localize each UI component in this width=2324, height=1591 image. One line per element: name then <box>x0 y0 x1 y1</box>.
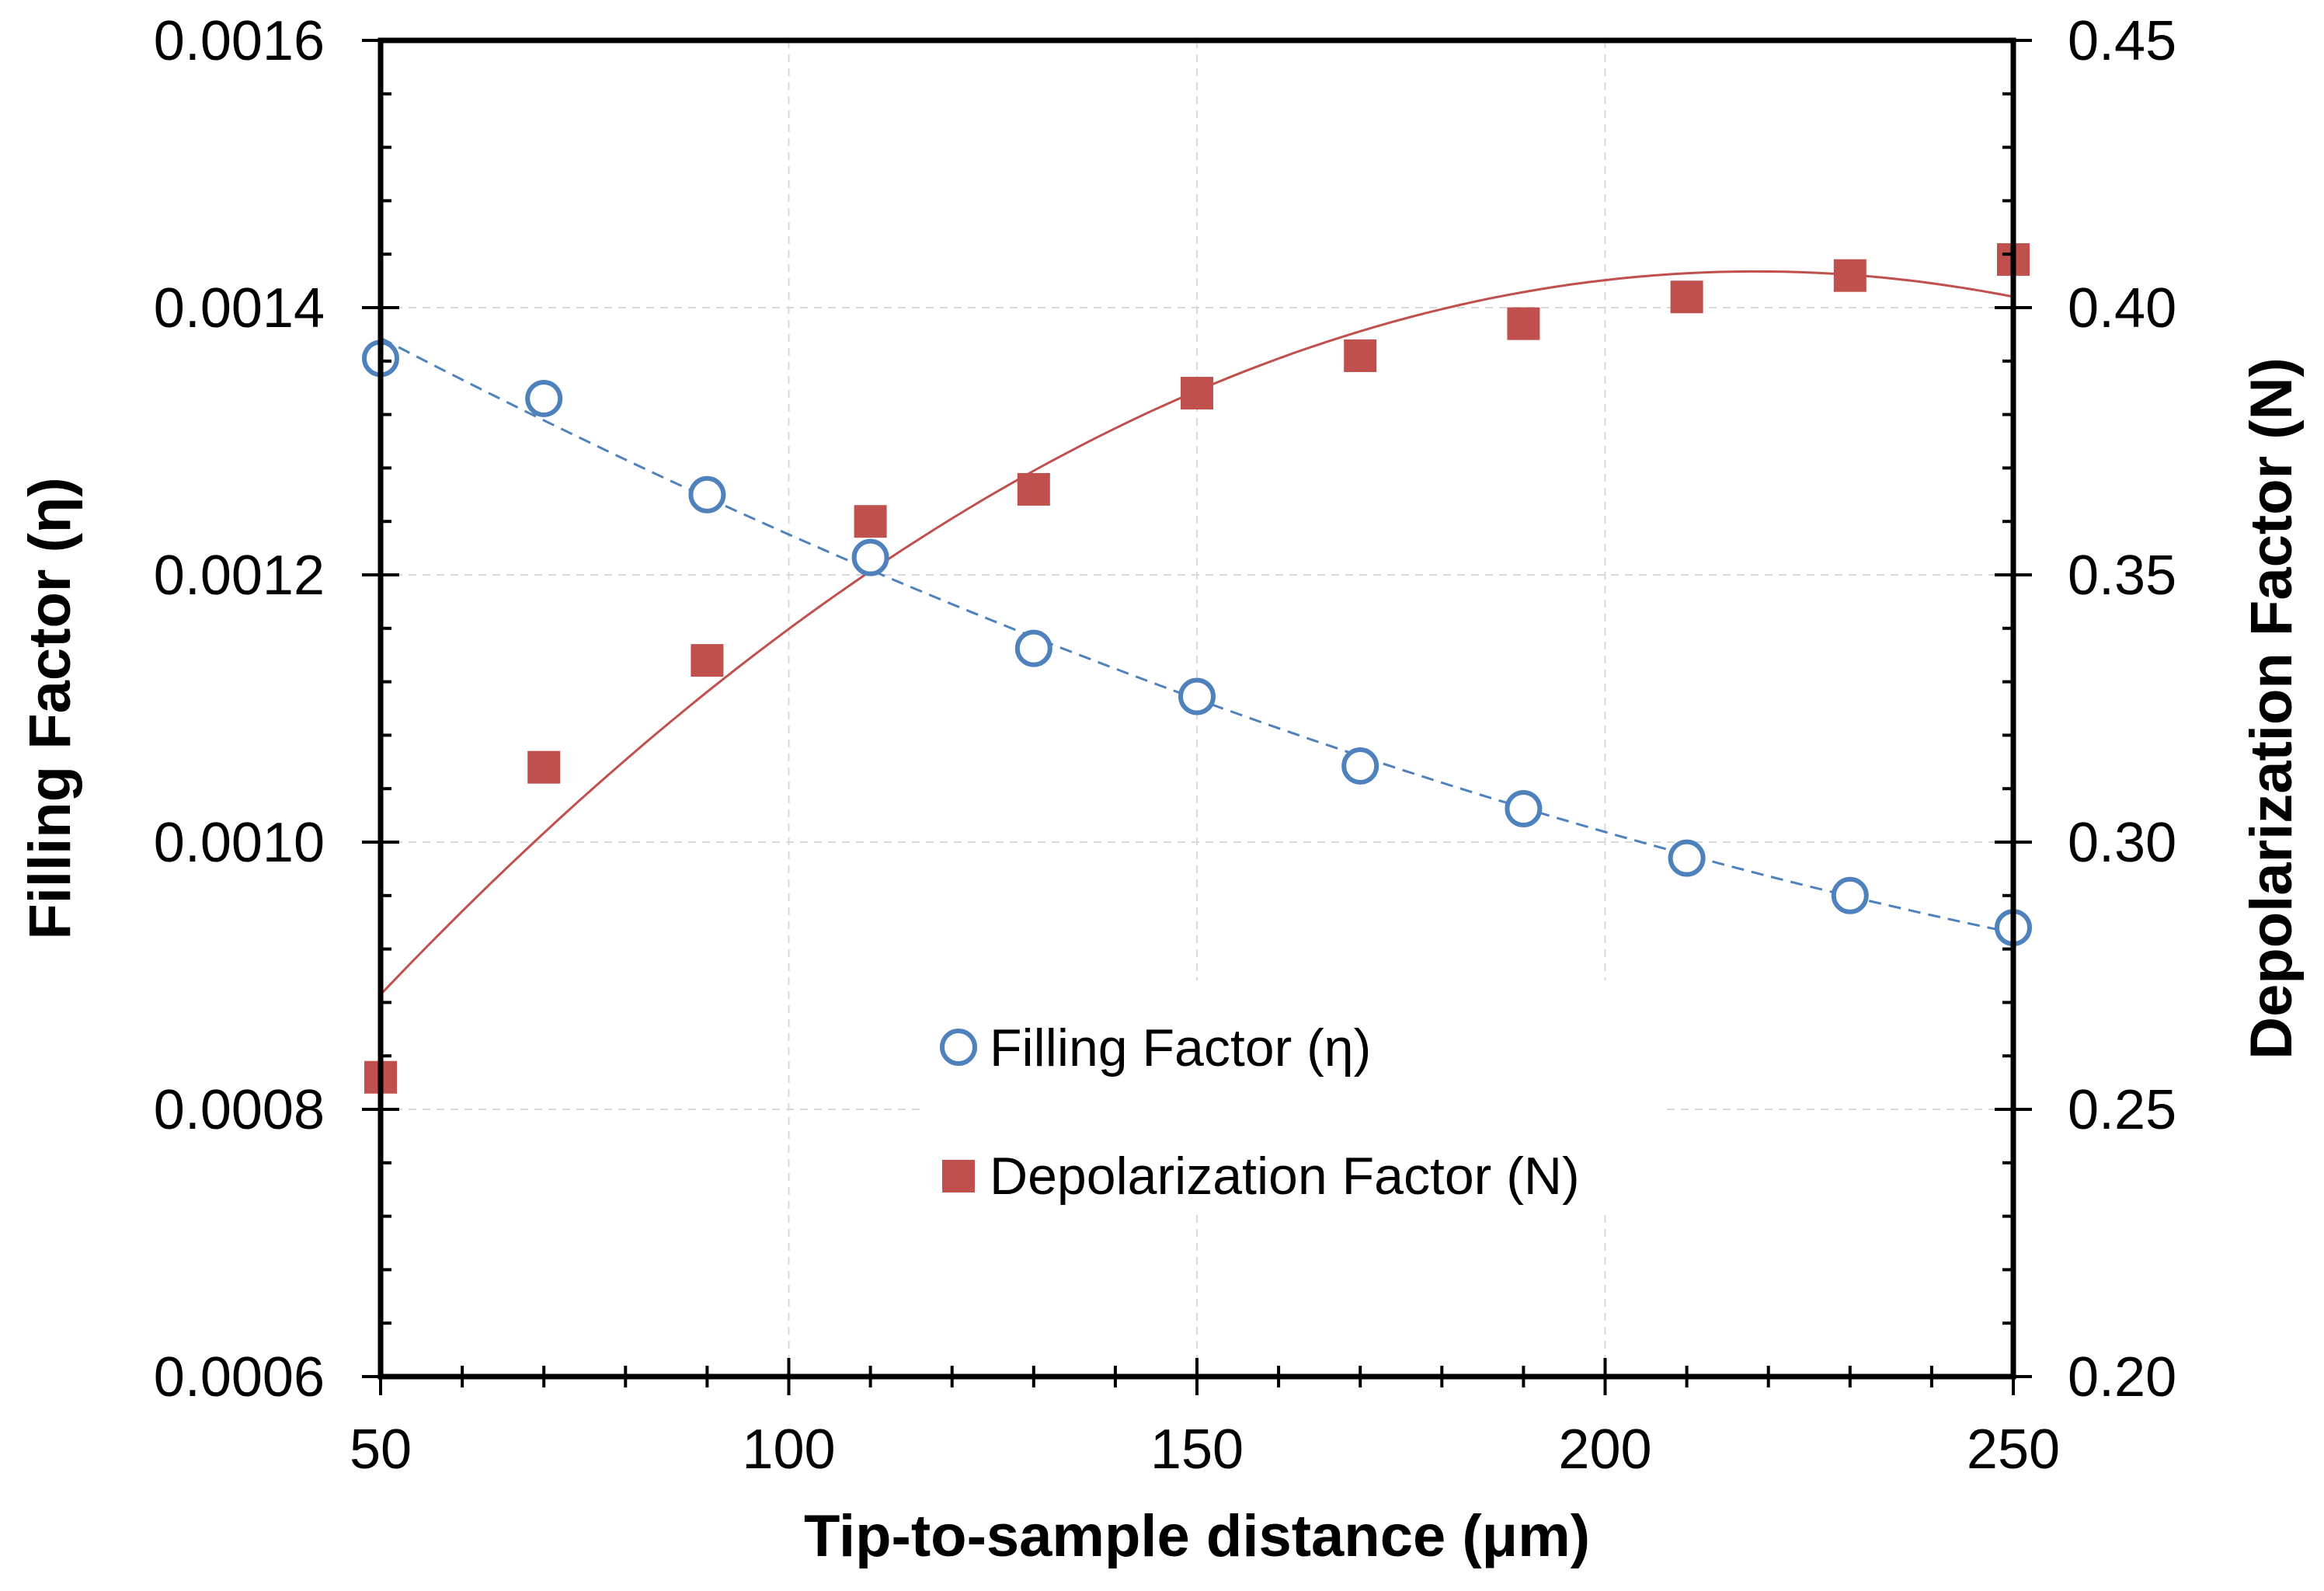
y-left-tick-label: 0.0012 <box>154 545 325 607</box>
legend-label-filling-factor: Filling Factor (η) <box>990 1018 1371 1077</box>
data-point-filling-factor <box>1831 876 1869 914</box>
data-point-filling-factor <box>688 475 726 514</box>
x-tick-label: 200 <box>1558 1419 1651 1481</box>
y-left-tick-label: 0.0008 <box>154 1079 325 1141</box>
y-right-tick-label: 0.35 <box>2068 545 2176 607</box>
y-left-tick-label: 0.0014 <box>154 277 325 339</box>
y-right-tick-label: 0.25 <box>2068 1079 2176 1141</box>
y-left-tick-label: 0.0010 <box>154 812 325 874</box>
data-point-depolarization-factor <box>527 750 561 784</box>
data-point-filling-factor <box>851 538 889 576</box>
x-axis-title: Tip-to-sample distance (μm) <box>804 1503 1590 1569</box>
y-right-tick-label: 0.20 <box>2068 1346 2176 1408</box>
legend: Filling Factor (η) Depolarization Factor… <box>924 980 1662 1213</box>
x-tick-label: 250 <box>1967 1419 2060 1481</box>
legend-marker-depolarization-factor <box>942 1160 975 1192</box>
legend-background <box>924 980 1662 1213</box>
x-tick-label: 100 <box>742 1419 835 1481</box>
legend-label-depolarization-factor: Depolarization Factor (N) <box>990 1147 1580 1206</box>
data-point-filling-factor <box>1341 747 1379 785</box>
data-point-depolarization-factor <box>1181 377 1213 410</box>
data-point-depolarization-factor <box>1017 472 1050 506</box>
data-point-filling-factor <box>1014 629 1052 667</box>
data-point-depolarization-factor <box>691 644 724 677</box>
data-point-depolarization-factor <box>1507 307 1540 340</box>
data-point-filling-factor <box>525 379 563 417</box>
y-right-tick-label: 0.40 <box>2068 277 2176 339</box>
y-left-axis-title: Filling Factor (η) <box>17 477 83 939</box>
data-point-depolarization-factor <box>1833 259 1867 292</box>
x-tick-label: 150 <box>1150 1419 1244 1481</box>
legend-marker-filling-factor <box>940 1029 977 1066</box>
data-point-filling-factor <box>1178 677 1216 715</box>
y-right-tick-label: 0.45 <box>2068 10 2176 72</box>
y-right-tick-label: 0.30 <box>2068 812 2176 874</box>
data-point-filling-factor <box>1505 790 1543 827</box>
data-point-depolarization-factor <box>854 505 887 538</box>
y-right-axis-title: Depolarization Factor (N) <box>2239 357 2305 1060</box>
y-left-tick-label: 0.0016 <box>154 10 325 72</box>
tick-labels: 50 100 150 200 250 0.0006 0.0008 0.0010 0.0012 0.… <box>154 10 2176 1481</box>
data-point-filling-factor <box>1668 839 1706 877</box>
data-point-depolarization-factor <box>1670 280 1703 314</box>
y-left-tick-label: 0.0006 <box>154 1346 325 1408</box>
x-tick-label: 50 <box>350 1419 412 1481</box>
data-point-depolarization-factor <box>1344 339 1377 372</box>
axis-ticks <box>362 39 2032 1395</box>
